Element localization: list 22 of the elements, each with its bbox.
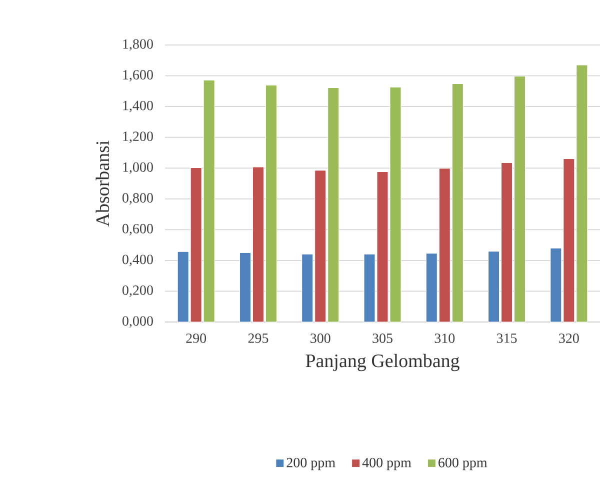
legend-label: 400 ppm [362,458,412,470]
x-tick-label: 295 [248,334,268,343]
x-axis-title: Panjang Gelombang [306,354,460,372]
x-tick-label: 290 [186,334,206,343]
y-tick-label: 1,800 [123,39,153,51]
x-tick-label: 315 [496,334,517,343]
y-tick-label: 1,600 [123,70,153,82]
y-tick-label: 1,000 [123,162,153,174]
x-tick-label: 305 [372,334,392,343]
y-tick-label: 0,600 [122,224,153,236]
y-tick-label: 0,400 [122,254,153,266]
y-tick-label: 1,200 [123,132,153,144]
y-tick-label: 0,800 [122,193,153,205]
y-tick-label: 0,000 [122,316,153,328]
x-tick-label: 310 [434,334,455,343]
legend-label: 600 ppm [438,458,488,470]
y-tick-label: 1,400 [123,100,153,112]
x-tick-label: 320 [559,334,579,343]
y-tick-label: 0,200 [122,285,153,297]
y-axis-title: Absorbansi [96,140,110,227]
legend-label: 200 ppm [286,458,336,470]
x-tick-label: 300 [310,334,330,343]
